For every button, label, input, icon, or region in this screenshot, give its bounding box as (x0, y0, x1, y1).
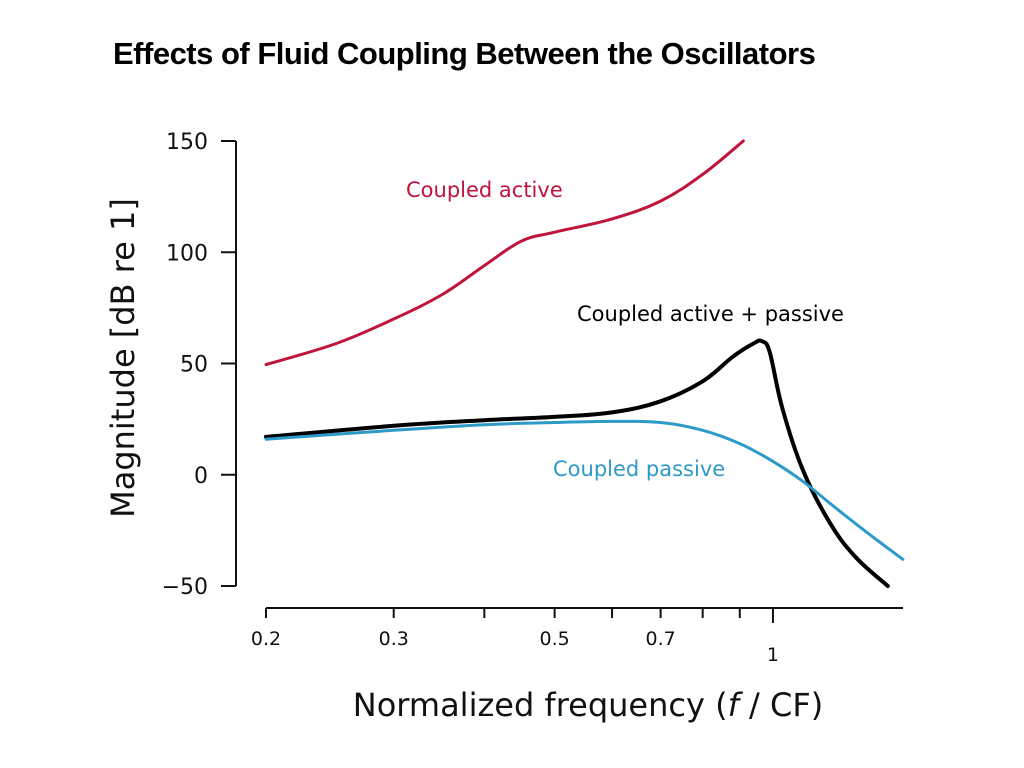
x-axis: 0.2 0.3 0.5 0.7 1 (251, 607, 903, 666)
x-tick-label: 0.7 (646, 628, 676, 650)
y-axis-title: Magnitude [dB re 1] (104, 198, 142, 518)
y-tick-label: −50 (162, 575, 208, 600)
x-axis-title-part2: / CF) (739, 686, 823, 724)
label-coupled-passive: Coupled passive (553, 457, 725, 481)
chart-title: Effects of Fluid Coupling Between the Os… (113, 36, 816, 71)
series-coupled-passive (264, 419, 905, 561)
label-coupled-active-passive: Coupled active + passive (577, 302, 844, 326)
x-tick-label: 0.5 (540, 628, 570, 650)
series-group (264, 139, 905, 588)
y-tick-label: 0 (194, 464, 208, 489)
y-axis: 150 100 50 0 −50 (162, 130, 237, 600)
x-axis-title-part1: Normalized frequency ( (353, 686, 728, 724)
x-tick-label: 1 (767, 644, 779, 666)
y-tick-label: 150 (166, 130, 208, 155)
series-coupled-active (264, 139, 745, 367)
x-tick-label: 0.2 (251, 628, 281, 650)
y-tick-label: 100 (166, 241, 208, 266)
label-coupled-active: Coupled active (406, 178, 563, 202)
x-axis-title: Normalized frequency (f / CF) (353, 686, 823, 724)
x-tick-label: 0.3 (379, 628, 409, 650)
y-tick-label: 50 (180, 353, 208, 378)
